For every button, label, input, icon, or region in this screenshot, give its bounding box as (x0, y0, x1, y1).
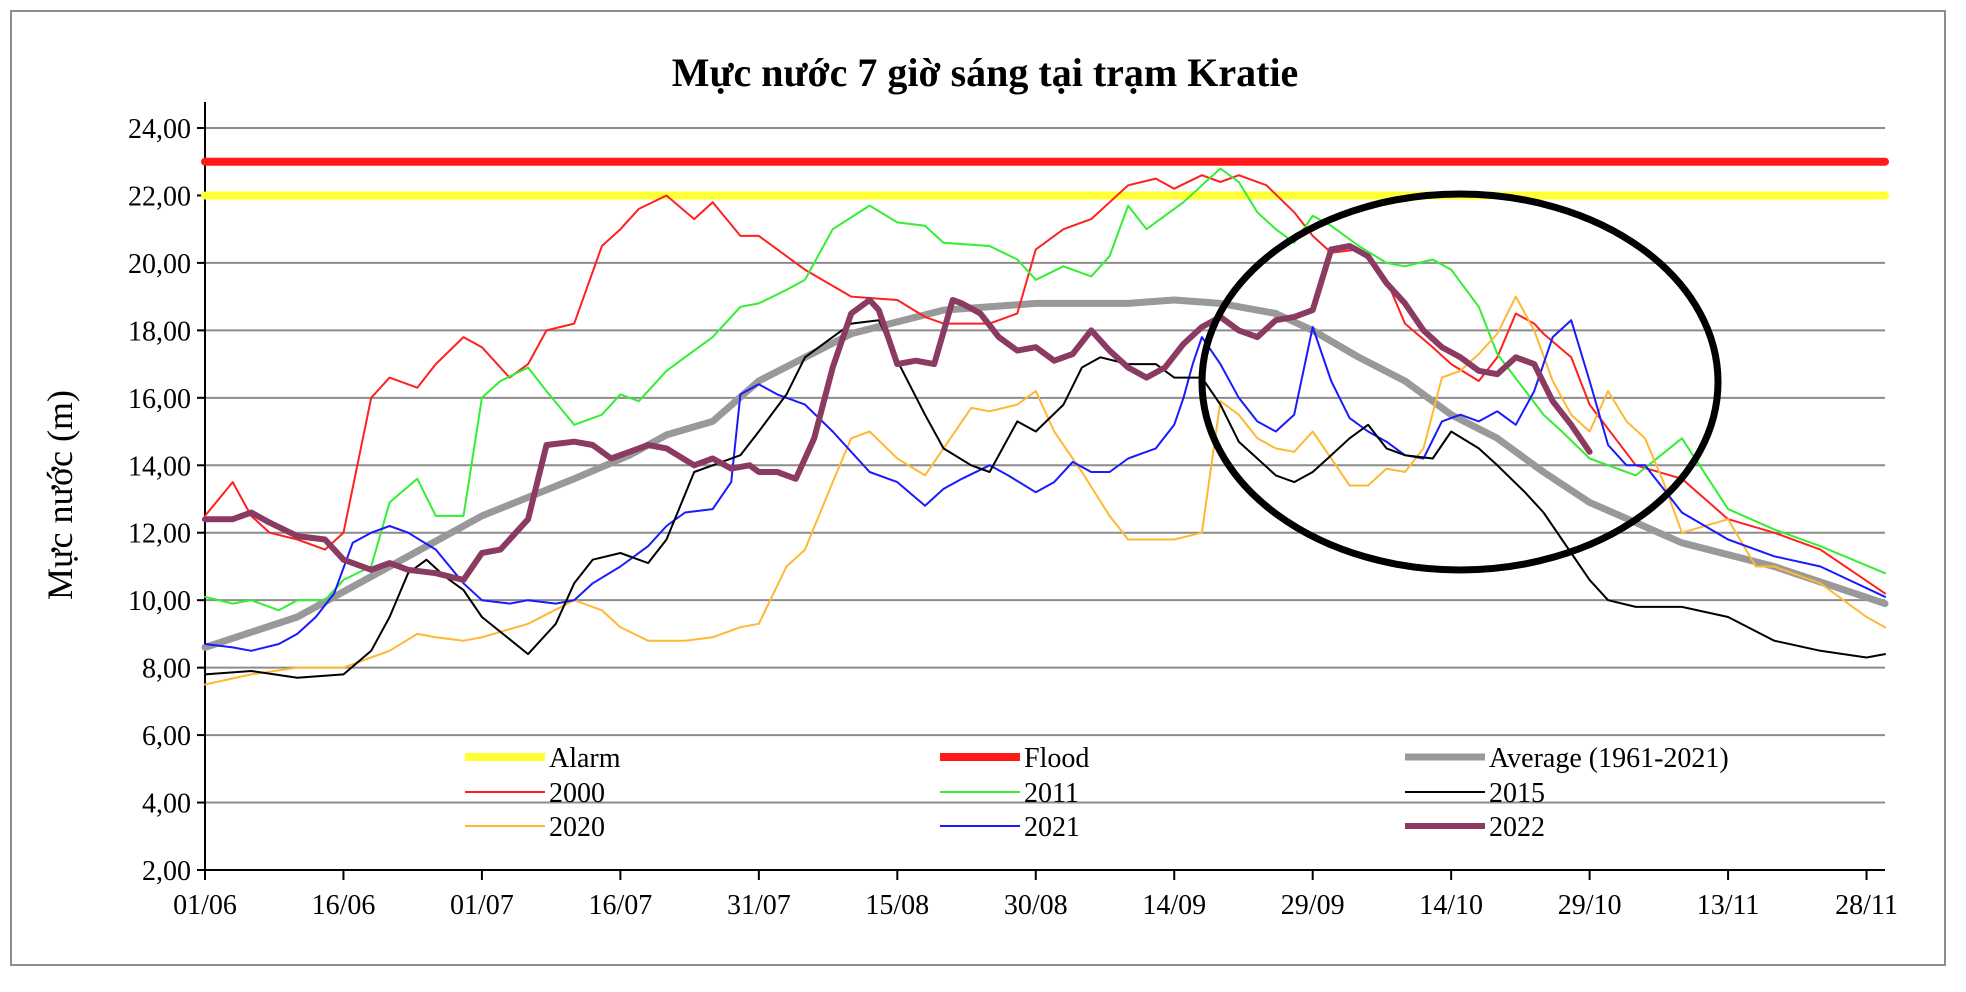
y-tick-label: 24,00 (128, 114, 191, 145)
legend-item: 2020 (465, 812, 605, 843)
series-line-2022 (202, 243, 1593, 583)
y-tick-label: 6,00 (142, 721, 191, 752)
series-line-average-1961-2021 (201, 296, 1889, 651)
y-tick-label: 4,00 (142, 789, 191, 820)
legend-label: 2021 (1024, 812, 1080, 843)
legend-item: 2000 (465, 778, 605, 809)
chart-frame (10, 10, 1946, 966)
x-tick-label: 28/11 (1835, 890, 1898, 921)
y-axis-title: Mực nước (m) (40, 390, 80, 600)
x-tick-label: 01/07 (450, 890, 514, 921)
x-tick-label: 14/09 (1142, 890, 1206, 921)
y-tick-label: 18,00 (128, 316, 191, 347)
x-tick-label: 29/10 (1558, 890, 1622, 921)
series-line-2020 (204, 295, 1886, 686)
x-tick-label: 16/07 (588, 890, 652, 921)
y-tick-label: 2,00 (142, 856, 191, 887)
series-line-2021 (204, 319, 1886, 652)
legend-label: 2015 (1489, 778, 1545, 809)
y-tick-label: 12,00 (128, 519, 191, 550)
legend-item: 2022 (1405, 812, 1545, 843)
legend-label: Average (1961-2021) (1489, 743, 1729, 774)
x-tick-label: 29/09 (1281, 890, 1345, 921)
legend-label: 2022 (1489, 812, 1545, 843)
x-tick-label: 15/08 (865, 890, 929, 921)
legend-label: Alarm (549, 743, 621, 774)
y-tick-label: 20,00 (128, 249, 191, 280)
legend-label: 2011 (1024, 778, 1079, 809)
legend-item: 2015 (1405, 778, 1545, 809)
legend-label: Flood (1024, 743, 1089, 774)
series-lines (201, 157, 1889, 686)
series-line-2011 (204, 167, 1886, 612)
y-tick-label: 16,00 (128, 384, 191, 415)
series-line-2015 (204, 319, 1886, 679)
y-tick-label: 10,00 (128, 586, 191, 617)
legend-item: Flood (940, 743, 1089, 774)
x-tick-label: 31/07 (727, 890, 791, 921)
y-tick-label: 8,00 (142, 654, 191, 685)
x-tick-label: 16/06 (312, 890, 376, 921)
legend-label: 2000 (549, 778, 605, 809)
axes: 2,00 4,00 6,00 8,00 10,00 12,00 14,00 16,00 18,0… (128, 102, 1898, 921)
legend-item: Average (1961-2021) (1405, 743, 1729, 774)
legend-item: 2011 (940, 778, 1079, 809)
x-tick-label: 01/06 (173, 890, 237, 921)
x-tick-label: 14/10 (1419, 890, 1483, 921)
legend: Alarm Flood Average (1961-2021) 2000 2011 201… (465, 743, 1729, 843)
legend-item: Alarm (465, 743, 621, 774)
x-tick-label: 30/08 (1004, 890, 1068, 921)
legend-item: 2021 (940, 812, 1080, 843)
series-line-2000 (204, 174, 1886, 595)
y-tick-label: 22,00 (128, 181, 191, 212)
chart-title: Mực nước 7 giờ sáng tại trạm Kratie (672, 50, 1299, 95)
legend-label: 2020 (549, 812, 605, 843)
y-tick-label: 14,00 (128, 451, 191, 482)
highlight-ellipse (1198, 190, 1722, 574)
x-tick-label: 13/11 (1697, 890, 1760, 921)
